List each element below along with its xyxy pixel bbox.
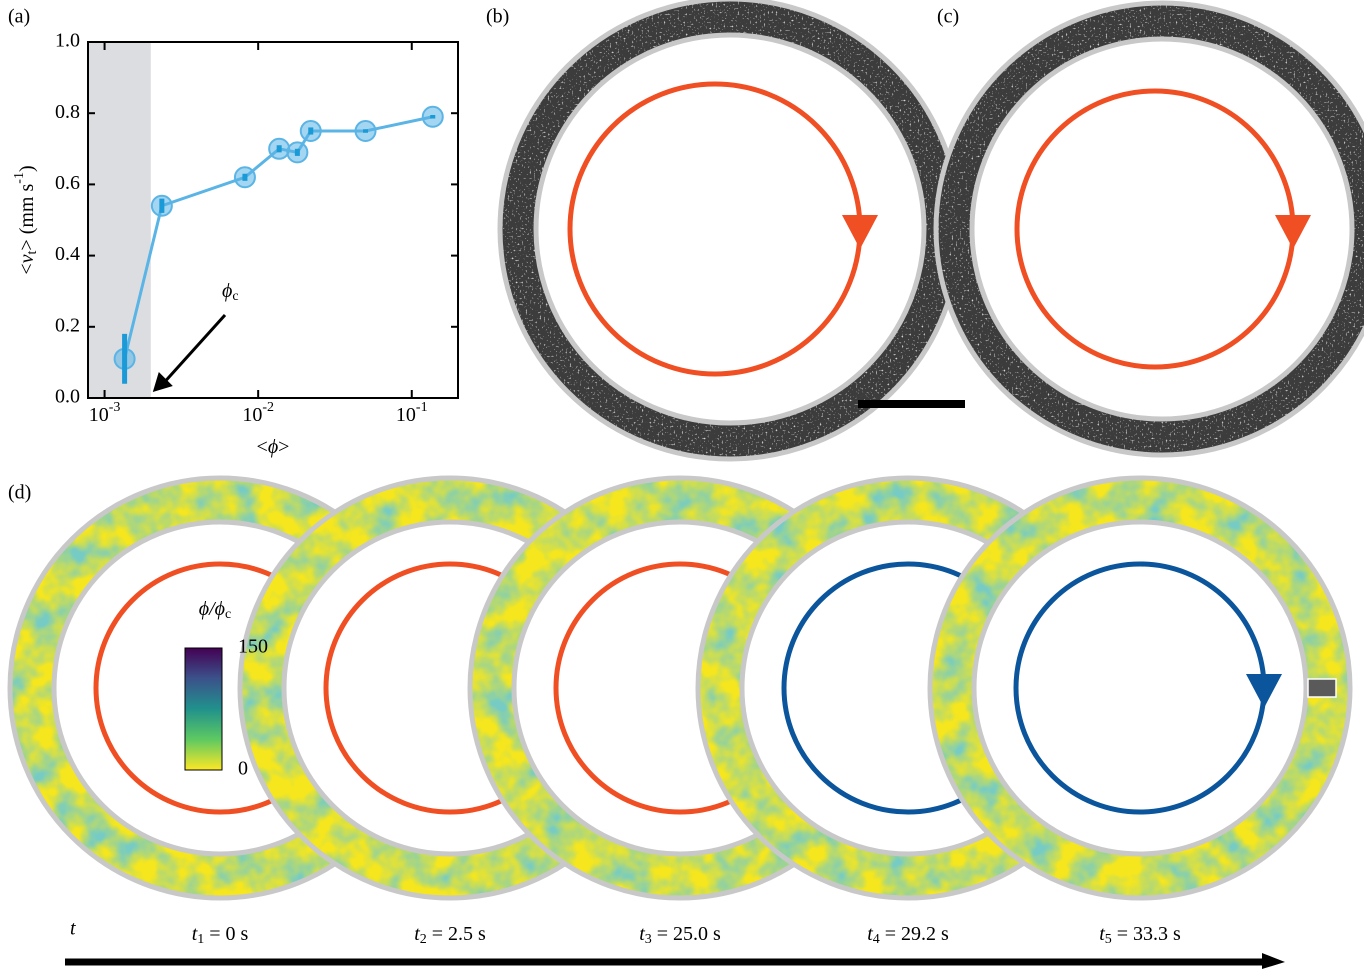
shaded-region [88,42,151,398]
x-tick-label: 10-3 [89,400,121,425]
time-label: t2 = 2.5 s [414,923,486,948]
y-tick-label: 0.6 [55,172,80,194]
colorbar-tick-label: 150 [238,636,268,658]
time-label: t4 = 29.2 s [867,923,949,948]
x-tick-base: 10 [242,404,262,426]
y-tick-label: 0.4 [55,243,80,265]
y-tick-label: 0.2 [55,314,80,336]
x-label-part: > [278,436,289,458]
y-label-part: > (mm s [16,184,38,251]
x-tick-base: 10 [396,404,416,426]
x-tick-base: 10 [89,404,109,426]
time-value: = 29.2 s [880,923,949,945]
colorbar-tick-label: 0 [238,758,248,780]
y-tick-label: 1.0 [55,30,80,52]
time-label: t3 = 25.0 s [639,923,721,948]
time-value: = 0 s [204,923,248,945]
time-value: = 2.5 s [427,923,486,945]
time-value: = 33.3 s [1112,923,1181,945]
annotation-var: ϕ [222,280,232,302]
y-axis-label: <vt> (mm s-1) [12,165,40,274]
time-sub: 2 [420,932,427,947]
x-axis-label: <ϕ> [257,436,290,458]
panel-label: (b) [486,6,509,28]
y-tick-label: 0.8 [55,101,80,123]
x-label-part: < [257,436,268,458]
y-label-part: ) [16,165,38,172]
figure: (a) (b) (c) (d) ϕ/ϕc t 0.00.20.40.60.81.… [0,0,1364,969]
colorbar-title-var: ϕ/ϕ [199,598,225,620]
flow-circle [1017,91,1293,367]
x-tick-label: 10-1 [396,400,428,425]
x-tick-exponent: -1 [416,400,428,415]
time-arrow-head [1262,953,1285,969]
y-tick-label: 0.0 [55,386,80,408]
time-value: = 25.0 s [652,923,721,945]
panel-label: (a) [8,6,30,28]
time-axis-label: t [70,918,76,940]
flow-arrow-head [1275,215,1311,249]
x-label-part: ϕ [268,436,278,458]
colorbar-title-sub: c [225,607,231,622]
flow-arrow-head [842,215,878,249]
time-sub: 5 [1105,932,1112,947]
x-tick-exponent: -2 [262,400,274,415]
panel-label: (c) [937,6,959,28]
y-label-part: v [16,254,38,263]
time-label: t1 = 0 s [192,923,249,948]
time-sub: 3 [645,932,652,947]
annotation-arrow [163,315,225,384]
time-label: t5 = 33.3 s [1099,923,1181,948]
colorbar [185,648,222,770]
annotation-sub: c [232,289,238,304]
flow-circle [570,84,860,374]
time-sub: 1 [197,932,204,947]
x-tick-label: 10-2 [242,400,274,425]
x-tick-exponent: -3 [109,400,121,415]
roi-box [1308,679,1336,697]
y-label-part: -1 [12,172,27,184]
y-label-part: < [16,263,38,274]
panel-label: (d) [8,482,31,504]
annotation: ϕc [222,280,239,305]
time-sub: 4 [873,932,880,947]
